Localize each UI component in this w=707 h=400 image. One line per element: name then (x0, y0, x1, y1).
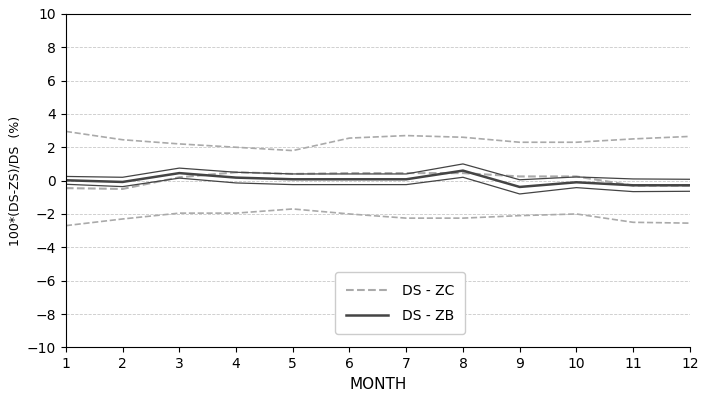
DS - ZB (572, 180, 580, 185)
X-axis label: MONTH: MONTH (349, 377, 407, 392)
Line: DS - ZC: DS - ZC (66, 172, 690, 189)
DS - ZC (62, 186, 70, 190)
DS - ZC (515, 174, 524, 179)
DS - ZC (572, 174, 580, 179)
DS - ZC (175, 175, 184, 180)
DS - ZB (62, 178, 70, 183)
DS - ZC (459, 171, 467, 176)
DS - ZC (118, 186, 127, 191)
DS - ZC (345, 171, 354, 176)
DS - ZB (459, 168, 467, 173)
DS - ZB (629, 183, 638, 188)
DS - ZC (232, 170, 240, 175)
DS - ZC (629, 183, 638, 188)
DS - ZB (345, 177, 354, 182)
DS - ZB (175, 171, 184, 176)
DS - ZC (288, 172, 297, 176)
DS - ZB (232, 175, 240, 180)
Legend: DS - ZC, DS - ZB: DS - ZC, DS - ZB (335, 272, 465, 334)
DS - ZB (402, 177, 411, 182)
DS - ZC (686, 183, 694, 188)
DS - ZB (118, 180, 127, 184)
DS - ZB (515, 184, 524, 189)
Y-axis label: 100*(DS-ZS)/DS  (%): 100*(DS-ZS)/DS (%) (8, 116, 21, 246)
DS - ZC (402, 171, 411, 176)
DS - ZB (686, 183, 694, 188)
DS - ZB (288, 177, 297, 182)
Line: DS - ZB: DS - ZB (66, 171, 690, 187)
